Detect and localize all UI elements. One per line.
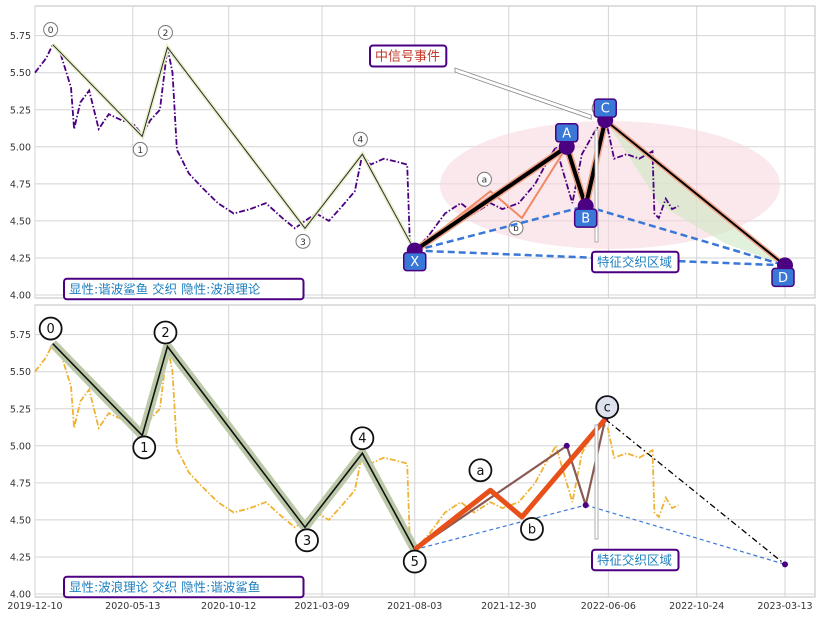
hidden-harmonic-cd bbox=[604, 418, 786, 565]
harmonic-point-box bbox=[593, 98, 617, 118]
wave-point-marker bbox=[153, 320, 178, 345]
wave-point-marker bbox=[157, 25, 173, 41]
x-tick-label: 2019-12-10 bbox=[7, 601, 62, 612]
wave-point-label: 4 bbox=[358, 432, 366, 447]
harmonic-point-label: A bbox=[562, 126, 571, 141]
x-tick-label: 2022-10-24 bbox=[669, 601, 724, 612]
harmonic-point-box bbox=[554, 123, 579, 143]
wave-line bbox=[52, 44, 416, 251]
wave-point-marker bbox=[43, 22, 59, 38]
y-tick-label: 4.25 bbox=[10, 552, 31, 563]
sub-wave-marker bbox=[595, 395, 620, 420]
wave-point-label: 1 bbox=[137, 146, 143, 156]
y-tick-label: 4.00 bbox=[10, 590, 31, 601]
label-box bbox=[63, 575, 305, 599]
annotation-arrow bbox=[454, 67, 592, 120]
sub-wave-label: a bbox=[482, 175, 488, 185]
wave-point-marker bbox=[38, 316, 63, 341]
hidden-harmonic-dot bbox=[582, 502, 589, 509]
y-tick-label: 4.00 bbox=[10, 291, 31, 302]
hidden-harmonic-dot bbox=[782, 561, 788, 568]
x-tick-label: 2020-10-12 bbox=[201, 601, 256, 612]
x-tick-label: 2022-06-06 bbox=[581, 601, 636, 612]
harmonic-point-box bbox=[402, 251, 427, 272]
harmonic-point-label: B bbox=[581, 212, 590, 227]
harmonic-dashed bbox=[414, 204, 586, 252]
wave-point-marker bbox=[132, 435, 157, 460]
harmonic-dashed bbox=[585, 204, 786, 267]
y-tick-label: 4.50 bbox=[10, 515, 31, 526]
wave-point-marker bbox=[352, 131, 368, 147]
label-text: 特征交织区域 bbox=[597, 553, 672, 568]
y-tick-label: 4.75 bbox=[10, 179, 31, 190]
y-tick-label: 5.50 bbox=[10, 367, 31, 378]
wave-point-marker bbox=[132, 141, 148, 157]
wave-point-label: 5 bbox=[411, 555, 419, 570]
sub-wave-label: b bbox=[513, 224, 519, 234]
x-tick-label: 2020-05-13 bbox=[105, 601, 160, 612]
label-text: 中信号事件 bbox=[375, 50, 440, 65]
harmonic-point-label: C bbox=[601, 102, 610, 117]
wave-point-label: 4 bbox=[358, 136, 364, 146]
harmonic-point-box bbox=[771, 267, 795, 288]
x-tick-label: 2021-12-30 bbox=[481, 601, 536, 612]
y-tick-label: 4.25 bbox=[10, 253, 31, 264]
y-tick-label: 5.75 bbox=[10, 31, 31, 42]
sub-wave-marker bbox=[520, 517, 544, 541]
y-tick-label: 4.75 bbox=[10, 478, 31, 489]
wave-point-label: 1 bbox=[140, 441, 148, 456]
harmonic-leg bbox=[413, 145, 568, 253]
wave-point-marker bbox=[295, 233, 311, 249]
wave-line bbox=[52, 342, 416, 550]
zone-pointer bbox=[594, 129, 599, 243]
label-text: 显性:波浪理论 交织 隐性:谐波鲨鱼 bbox=[69, 580, 260, 595]
wave-point-marker bbox=[402, 549, 427, 574]
wave-point-label: 3 bbox=[303, 534, 311, 549]
x-tick-label: 2021-03-09 bbox=[294, 601, 349, 612]
sub-wave-label: b bbox=[528, 522, 536, 537]
y-tick-label: 5.75 bbox=[10, 330, 31, 341]
y-tick-label: 4.50 bbox=[10, 216, 31, 227]
label-box bbox=[591, 250, 680, 274]
wave-point-label: 0 bbox=[47, 322, 55, 337]
panel-top: 4.004.254.504.755.005.255.505.7501234abc… bbox=[10, 5, 816, 302]
zone-pointer bbox=[594, 424, 599, 540]
y-tick-label: 5.25 bbox=[10, 105, 31, 116]
wave-point-label: 0 bbox=[48, 26, 54, 36]
label-box bbox=[369, 44, 448, 68]
label-box bbox=[591, 548, 680, 572]
sub-wave-marker bbox=[468, 458, 493, 483]
sub-wave-orange bbox=[413, 417, 608, 552]
harmonic-point-dot bbox=[558, 138, 575, 155]
y-tick-label: 5.25 bbox=[10, 404, 31, 415]
label-text: 显性:谐波鲨鱼 交织 隐性:波浪理论 bbox=[69, 282, 261, 297]
harmonic-leg bbox=[604, 119, 786, 267]
label-box bbox=[63, 277, 305, 301]
hidden-harmonic-dashed bbox=[414, 504, 586, 551]
wave-point-label: 3 bbox=[300, 238, 306, 248]
y-tick-label: 5.00 bbox=[10, 441, 31, 452]
harmonic-point-box bbox=[573, 208, 598, 228]
sub-wave-label: a bbox=[476, 464, 484, 479]
harmonic-point-label: D bbox=[778, 271, 788, 286]
sub-wave-label: c bbox=[604, 401, 611, 416]
wave-point-label: 2 bbox=[161, 326, 169, 341]
harmonic-leg bbox=[564, 146, 588, 207]
sub-wave-marker bbox=[476, 171, 492, 187]
y-tick-label: 5.50 bbox=[10, 68, 31, 79]
hidden-harmonic-dot bbox=[563, 442, 570, 449]
x-tick-label: 2021-08-03 bbox=[387, 601, 442, 612]
label-text: 特征交织区域 bbox=[597, 255, 672, 270]
wave-point-marker bbox=[350, 426, 375, 451]
harmonic-point-label: X bbox=[410, 255, 419, 270]
wave-point-label: 2 bbox=[163, 29, 169, 39]
wave-point-marker bbox=[295, 528, 319, 553]
panel-bottom: 4.00 4.25 4.50 4.75 5.00 5.25 5.50 5.75 0 1 2 3 4 5 a b… bbox=[7, 304, 816, 612]
x-tick-label: 2023-03-13 bbox=[757, 601, 812, 612]
y-tick-label: 5.00 bbox=[10, 142, 31, 153]
harmonic-dashed bbox=[414, 249, 786, 267]
